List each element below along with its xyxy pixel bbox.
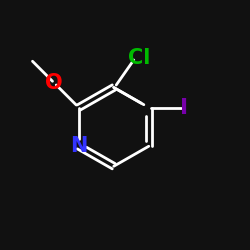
Text: O: O [45, 72, 62, 92]
Text: I: I [180, 98, 188, 117]
Text: N: N [70, 136, 87, 156]
Text: Cl: Cl [128, 48, 150, 68]
